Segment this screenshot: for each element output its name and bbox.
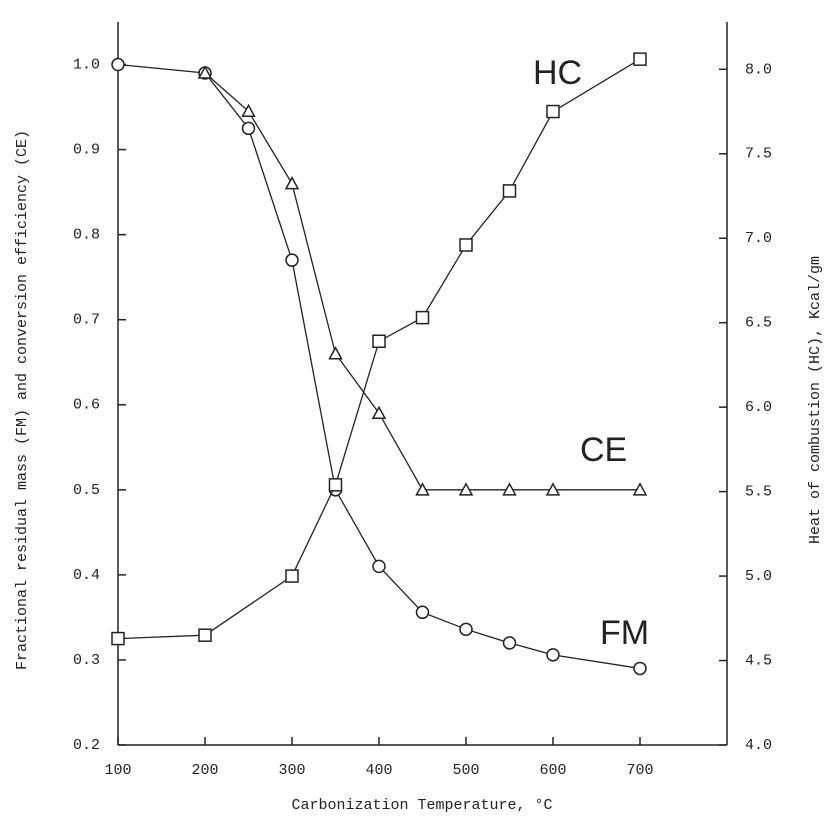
point <box>243 122 255 134</box>
y2-tick-label: 4.0 <box>745 737 772 754</box>
x-axis-title: Carbonization Temperature, °C <box>291 797 552 814</box>
y2-tick-label: 8.0 <box>745 61 772 78</box>
point <box>373 335 385 347</box>
point <box>460 239 472 251</box>
point <box>330 479 342 491</box>
x-tick-label: 200 <box>191 762 218 779</box>
y-axis-title: Fractional residual mass (FM) and conver… <box>14 130 31 670</box>
point <box>504 185 516 197</box>
series-line <box>118 65 640 669</box>
series-label: HC <box>533 54 582 92</box>
y2-tick-label: 6.5 <box>745 315 772 332</box>
point <box>286 254 298 266</box>
point <box>373 560 385 572</box>
point <box>286 570 298 582</box>
point <box>460 623 472 635</box>
x-tick-label: 100 <box>104 762 131 779</box>
series-line <box>118 59 640 638</box>
y2-tick-label: 5.0 <box>745 568 772 585</box>
y2-tick-label: 7.5 <box>745 146 772 163</box>
y-tick-label: 0.5 <box>73 482 100 499</box>
point <box>417 312 429 324</box>
x-tick-label: 600 <box>539 762 566 779</box>
point <box>330 348 342 359</box>
y-tick-label: 0.2 <box>73 737 100 754</box>
point <box>634 53 646 65</box>
y-tick-label: 1.0 <box>73 56 100 73</box>
y2-tick-label: 6.0 <box>745 399 772 416</box>
y-tick-label: 0.7 <box>73 312 100 329</box>
point <box>417 606 429 618</box>
series-line <box>205 73 640 490</box>
page: Carbonization Temperature, °C Fractional… <box>0 0 836 823</box>
y-tick-label: 0.6 <box>73 397 100 414</box>
y-tick-label: 0.9 <box>73 142 100 159</box>
y-tick-label: 0.4 <box>73 567 100 584</box>
point <box>504 637 516 649</box>
x-tick-label: 400 <box>365 762 392 779</box>
x-tick-label: 300 <box>278 762 305 779</box>
point <box>112 59 124 71</box>
point <box>199 629 211 641</box>
series-label: CE <box>580 431 627 469</box>
y2-axis-title: Heat of combustion (HC), Kcal/gm <box>807 256 824 544</box>
y-tick-label: 0.3 <box>73 652 100 669</box>
x-tick-label: 500 <box>452 762 479 779</box>
point <box>634 662 646 674</box>
chart: Carbonization Temperature, °C Fractional… <box>0 0 836 823</box>
point <box>547 649 559 661</box>
y2-tick-label: 4.5 <box>745 653 772 670</box>
point <box>373 407 385 418</box>
point <box>112 633 124 645</box>
point <box>547 106 559 118</box>
series-label: FM <box>600 614 649 652</box>
y2-tick-label: 5.5 <box>745 484 772 501</box>
point <box>286 178 298 189</box>
y-tick-label: 0.8 <box>73 227 100 244</box>
x-tick-label: 700 <box>626 762 653 779</box>
y2-tick-label: 7.0 <box>745 230 772 247</box>
